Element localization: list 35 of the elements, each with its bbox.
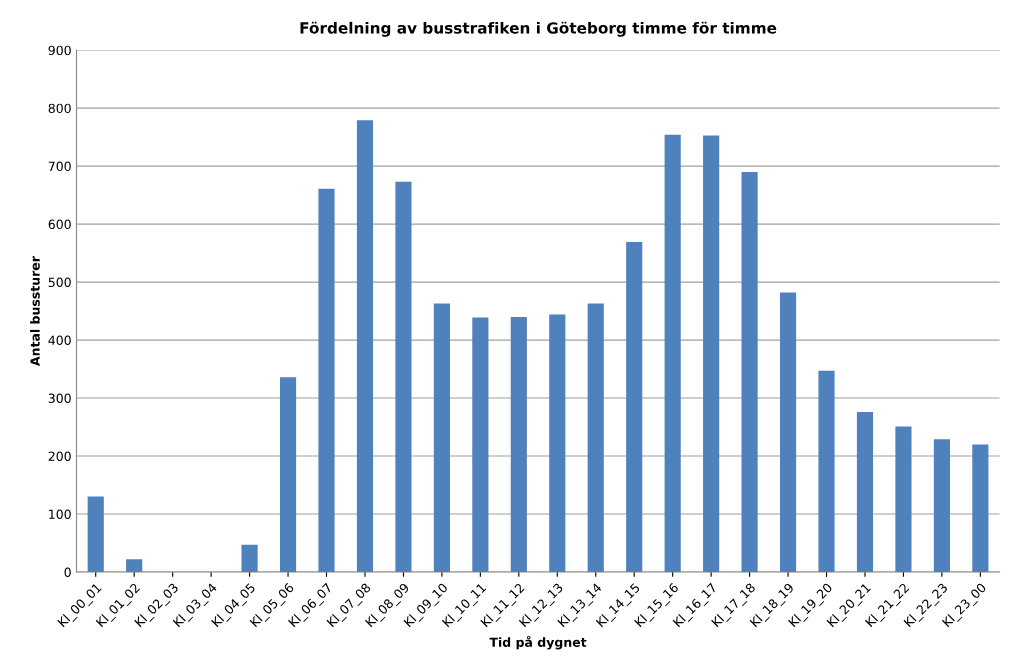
y-tick-label: 0 bbox=[64, 567, 71, 577]
bar bbox=[87, 496, 104, 572]
bar bbox=[510, 316, 527, 572]
y-tick-label: 800 bbox=[48, 103, 71, 114]
bar bbox=[779, 292, 797, 572]
bar bbox=[587, 303, 604, 572]
y-axis-title: Antal bussturer bbox=[30, 256, 40, 367]
bar bbox=[626, 242, 643, 572]
bar bbox=[818, 370, 835, 572]
bar bbox=[741, 171, 758, 572]
bar bbox=[895, 426, 912, 572]
y-tick-label: 900 bbox=[48, 45, 71, 56]
bar bbox=[395, 181, 412, 572]
y-tick-label: 500 bbox=[48, 277, 71, 288]
y-tick-label: 700 bbox=[48, 161, 71, 172]
y-tick-label: 100 bbox=[49, 509, 71, 519]
bar bbox=[433, 303, 450, 572]
bar bbox=[318, 188, 335, 572]
bar bbox=[126, 559, 143, 572]
y-tick-label: 300 bbox=[48, 393, 71, 403]
y-tick-label: 600 bbox=[48, 219, 71, 230]
y-tick-label: 200 bbox=[48, 451, 71, 461]
bar bbox=[549, 314, 566, 572]
bar bbox=[856, 411, 874, 572]
bar bbox=[933, 439, 950, 572]
bar bbox=[972, 444, 989, 572]
bar bbox=[703, 135, 720, 572]
bar bbox=[356, 120, 374, 572]
bar bbox=[472, 317, 489, 572]
x-axis-title: Tid på dygnet bbox=[489, 635, 587, 650]
bar bbox=[664, 134, 681, 572]
bar bbox=[279, 377, 297, 572]
y-tick-label: 400 bbox=[48, 335, 71, 345]
bar bbox=[241, 544, 258, 572]
chart-title: Fördelning av busstrafiken i Göteborg timme för timme bbox=[300, 21, 777, 37]
